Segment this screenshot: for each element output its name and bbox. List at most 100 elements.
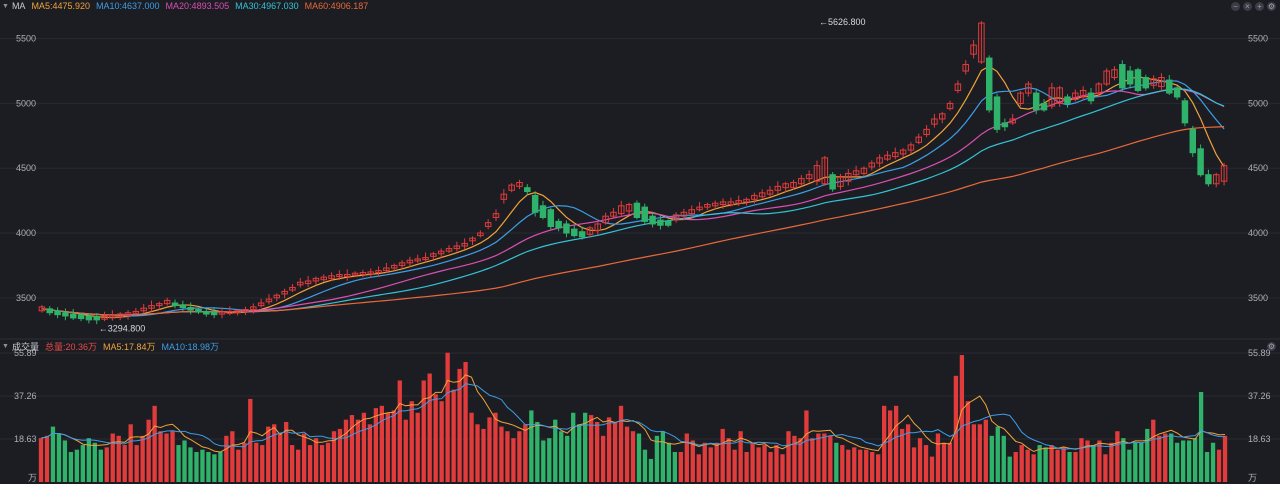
volume-bar bbox=[1127, 449, 1132, 482]
volume-bar bbox=[194, 451, 199, 482]
volume-bar bbox=[1186, 440, 1192, 482]
volume-bar bbox=[104, 447, 109, 482]
volume-bar bbox=[1204, 451, 1210, 482]
volume-collapse-arrow-icon[interactable]: ▼ bbox=[2, 342, 9, 350]
candle-body bbox=[492, 213, 500, 218]
volume-bar bbox=[744, 451, 749, 482]
volume-bar bbox=[965, 401, 971, 482]
candle-body bbox=[1048, 87, 1056, 107]
candle-body bbox=[939, 113, 946, 120]
candle-body bbox=[1150, 78, 1157, 86]
candle-body bbox=[1205, 174, 1212, 185]
volume-bar bbox=[678, 451, 683, 482]
volume-bar bbox=[307, 445, 313, 482]
volume-bar bbox=[1061, 447, 1066, 482]
volume-bar bbox=[648, 458, 654, 482]
candle-body bbox=[1197, 148, 1204, 176]
candle-body bbox=[297, 281, 304, 286]
volume-bar bbox=[583, 412, 588, 482]
price-tick-left: 4500 bbox=[16, 163, 36, 173]
candle-body bbox=[571, 228, 578, 237]
volume-bar bbox=[313, 438, 319, 482]
volume-bar bbox=[284, 421, 289, 482]
volume-bar bbox=[272, 424, 277, 482]
minus-icon[interactable]: − bbox=[1231, 1, 1240, 11]
volume-bar bbox=[385, 412, 390, 482]
candle-body bbox=[304, 280, 312, 285]
volume-header-controls: ⚙ bbox=[1267, 340, 1276, 352]
volume-bar bbox=[415, 412, 420, 482]
collapse-arrow-icon[interactable]: ▼ bbox=[2, 2, 9, 10]
volume-bar bbox=[355, 419, 361, 482]
candle-body bbox=[743, 198, 750, 203]
ma10-value: MA10:4637.000 bbox=[95, 1, 160, 11]
volume-bar bbox=[565, 435, 570, 482]
volume-bar bbox=[242, 442, 247, 482]
candle-body bbox=[461, 242, 468, 247]
candle-body bbox=[1111, 69, 1118, 79]
candle-body bbox=[1173, 87, 1181, 98]
candle-body bbox=[93, 316, 100, 321]
volume-bar bbox=[822, 433, 827, 482]
candle-body bbox=[751, 194, 758, 200]
volume-bar bbox=[505, 431, 510, 482]
volume-bar bbox=[923, 445, 929, 482]
volume-bar bbox=[756, 447, 761, 482]
volume-bar bbox=[1079, 438, 1084, 482]
plus-icon[interactable]: + bbox=[1255, 1, 1264, 11]
volume-indicator-name[interactable]: 成交量 bbox=[11, 341, 39, 352]
volume-bar bbox=[451, 389, 456, 482]
axis-labels: 5500 5500 5000 5000 4500 4500 4000 4000 3500 3500… bbox=[14, 34, 1271, 483]
volume-bar bbox=[684, 433, 689, 482]
volume-bar bbox=[230, 431, 235, 482]
volume-bar bbox=[122, 445, 127, 482]
volume-bar bbox=[164, 433, 169, 482]
candle-body bbox=[923, 128, 930, 136]
candle-body bbox=[1017, 92, 1024, 104]
volume-bars bbox=[38, 352, 1228, 482]
gear-icon[interactable]: ⚙ bbox=[1267, 1, 1276, 11]
volume-bar bbox=[1007, 456, 1012, 482]
candle-body bbox=[931, 118, 938, 125]
candle-body bbox=[516, 181, 523, 187]
volume-ma10-line bbox=[40, 383, 1226, 450]
volume-bar bbox=[176, 445, 181, 482]
candle-body bbox=[813, 165, 821, 182]
volume-bar bbox=[1180, 440, 1186, 482]
volume-bar bbox=[947, 442, 953, 482]
volume-bar bbox=[732, 449, 737, 482]
volume-bar bbox=[146, 419, 151, 482]
candle-body bbox=[1032, 92, 1040, 111]
volume-bar bbox=[98, 449, 103, 482]
volume-bar bbox=[553, 419, 558, 482]
candle-body bbox=[1001, 122, 1009, 128]
candle-body bbox=[633, 202, 641, 218]
volume-bar bbox=[1091, 445, 1096, 482]
volume-bar bbox=[929, 456, 935, 482]
price-tick-left: 4000 bbox=[16, 228, 36, 238]
vol-ma5-value: MA5:17.84万 bbox=[102, 341, 156, 352]
price-header-controls: − × + ⚙ bbox=[1231, 0, 1276, 12]
volume-unit-left: 万 bbox=[28, 473, 37, 483]
price-tick-right: 3500 bbox=[1248, 293, 1268, 303]
volume-gear-icon[interactable]: ⚙ bbox=[1267, 341, 1276, 351]
volume-gridlines bbox=[0, 352, 1280, 440]
volume-bar bbox=[289, 445, 295, 482]
volume-tick-left: 37.26 bbox=[14, 391, 37, 401]
volume-bar bbox=[1198, 391, 1204, 482]
candle-body bbox=[328, 275, 335, 279]
candle-body bbox=[680, 211, 688, 217]
price-indicator-name[interactable]: MA bbox=[11, 1, 26, 11]
candle-body bbox=[962, 64, 969, 72]
volume-bar bbox=[840, 445, 845, 482]
volume-bar bbox=[750, 442, 755, 482]
volume-bar bbox=[331, 431, 337, 482]
close-icon[interactable]: × bbox=[1243, 1, 1252, 11]
high-annotation: ←5626.800 bbox=[819, 17, 866, 27]
candle-body bbox=[62, 312, 69, 317]
volume-bar bbox=[989, 435, 994, 482]
volume-bar bbox=[62, 440, 68, 482]
candle-body bbox=[140, 307, 147, 312]
volume-bar bbox=[38, 438, 44, 482]
